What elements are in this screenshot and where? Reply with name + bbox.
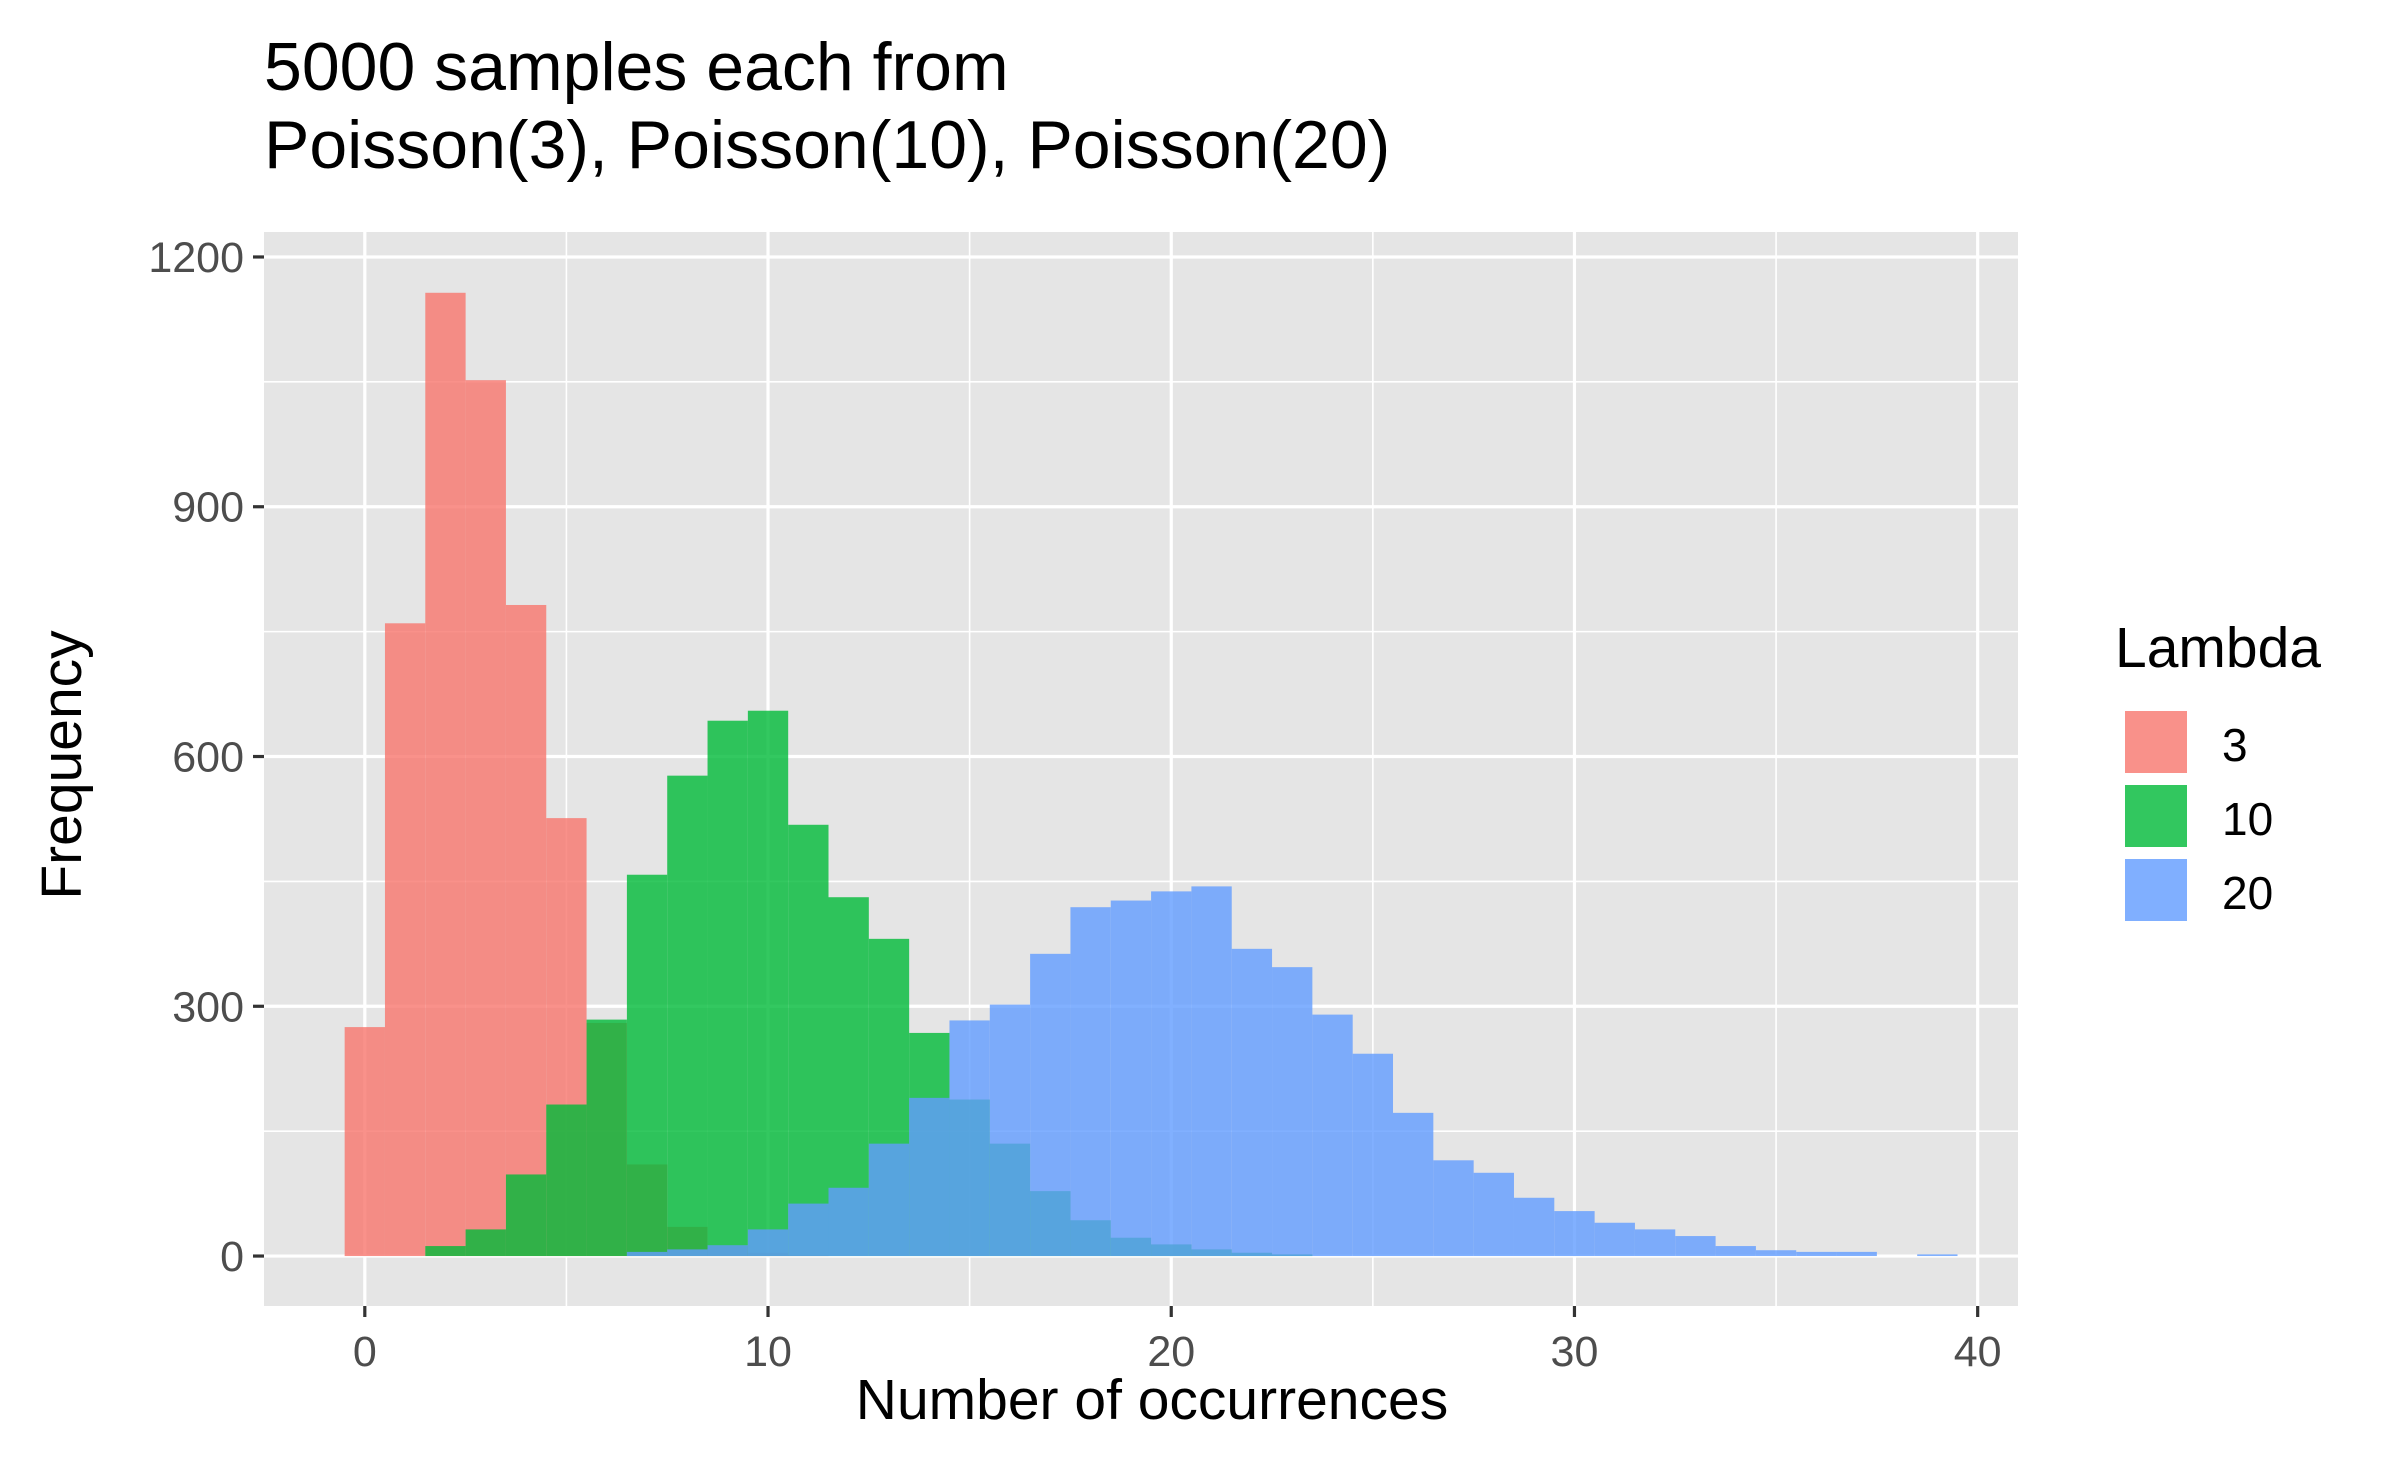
bar-lambda-20-x23 bbox=[1272, 967, 1313, 1257]
y-axis-label: Frequency bbox=[30, 630, 94, 900]
bar-lambda-20-x8 bbox=[667, 1249, 708, 1257]
bar-lambda-20-x9 bbox=[707, 1245, 748, 1257]
bar-lambda-10-x11 bbox=[788, 824, 829, 1257]
bar-lambda-10-x3 bbox=[465, 1229, 506, 1257]
bar-lambda-20-x22 bbox=[1231, 948, 1273, 1257]
bar-lambda-20-x17 bbox=[1030, 953, 1071, 1257]
y-tick-label-0: 0 bbox=[220, 1233, 244, 1281]
legend-key-lambda-20 bbox=[2122, 856, 2190, 924]
bar-lambda-20-x37 bbox=[1836, 1251, 1877, 1257]
bar-lambda-20-x10 bbox=[747, 1229, 789, 1257]
bar-lambda-10-x4 bbox=[505, 1174, 547, 1257]
bar-lambda-20-x30 bbox=[1554, 1211, 1595, 1257]
bar-lambda-20-x36 bbox=[1796, 1251, 1837, 1257]
x-tick-label-20: 20 bbox=[1147, 1328, 1195, 1376]
bar-lambda-10-x6 bbox=[586, 1019, 627, 1257]
x-axis-label: Number of occurrences bbox=[855, 1368, 1449, 1432]
x-tick-label-40: 40 bbox=[1954, 1328, 2002, 1376]
legend-title: Lambda bbox=[2115, 616, 2321, 680]
bar-lambda-3-x3 bbox=[465, 380, 506, 1257]
x-tick-label-0: 0 bbox=[353, 1328, 377, 1376]
bar-lambda-20-x32 bbox=[1634, 1229, 1676, 1257]
histogram-bars bbox=[344, 292, 1958, 1257]
legend-key-lambda-3 bbox=[2122, 708, 2190, 776]
bar-lambda-20-x19 bbox=[1110, 900, 1152, 1257]
bar-lambda-20-x24 bbox=[1312, 1014, 1353, 1257]
bar-lambda-3-x0 bbox=[344, 1027, 385, 1257]
x-tick-label-30: 30 bbox=[1551, 1328, 1599, 1376]
bar-lambda-20-x39 bbox=[1917, 1254, 1958, 1257]
y-tick-label-900: 900 bbox=[172, 484, 244, 532]
legend-key-lambda-10 bbox=[2122, 782, 2190, 850]
legend-label-lambda-20: 20 bbox=[2222, 867, 2274, 919]
bar-lambda-20-x20 bbox=[1151, 891, 1192, 1257]
bar-lambda-3-x2 bbox=[425, 292, 466, 1257]
bar-lambda-20-x33 bbox=[1675, 1236, 1716, 1257]
bar-lambda-20-x15 bbox=[949, 1020, 990, 1257]
chart-title: 5000 samples each from Poisson(3), Poiss… bbox=[264, 29, 1391, 183]
bar-lambda-20-x26 bbox=[1393, 1112, 1434, 1257]
legend-label-lambda-3: 3 bbox=[2222, 719, 2248, 771]
bar-lambda-20-x18 bbox=[1070, 907, 1111, 1257]
bar-lambda-20-x7 bbox=[626, 1251, 668, 1257]
bar-lambda-20-x14 bbox=[909, 1097, 950, 1257]
bar-lambda-20-x21 bbox=[1191, 886, 1232, 1257]
legend-label-lambda-10: 10 bbox=[2222, 793, 2274, 845]
bar-lambda-20-x27 bbox=[1433, 1160, 1474, 1257]
bar-lambda-20-x28 bbox=[1473, 1172, 1514, 1257]
bar-lambda-10-x8 bbox=[667, 775, 708, 1257]
bar-lambda-20-x13 bbox=[868, 1143, 910, 1257]
bar-lambda-20-x25 bbox=[1352, 1053, 1394, 1257]
bar-lambda-20-x34 bbox=[1715, 1246, 1756, 1257]
bar-lambda-10-x10 bbox=[747, 710, 789, 1257]
bar-lambda-3-x4 bbox=[505, 604, 547, 1257]
axis-ticks: 0 10 20 30 40 0 300 600 900 1200 bbox=[148, 234, 2001, 1376]
bar-lambda-20-x11 bbox=[788, 1203, 829, 1257]
bar-lambda-10-x2 bbox=[425, 1246, 466, 1257]
y-tick-label-600: 600 bbox=[172, 734, 244, 782]
bar-lambda-10-x9 bbox=[707, 720, 748, 1257]
bar-lambda-10-x5 bbox=[546, 1104, 587, 1257]
bar-lambda-20-x16 bbox=[989, 1004, 1031, 1257]
bar-lambda-3-x1 bbox=[384, 623, 426, 1257]
y-tick-label-1200: 1200 bbox=[148, 234, 244, 282]
bar-lambda-10-x7 bbox=[626, 874, 668, 1257]
bar-lambda-20-x12 bbox=[828, 1187, 869, 1257]
y-tick-label-300: 300 bbox=[172, 983, 244, 1031]
bar-lambda-20-x29 bbox=[1513, 1197, 1555, 1257]
bar-lambda-20-x31 bbox=[1594, 1222, 1635, 1257]
x-tick-label-10: 10 bbox=[744, 1328, 792, 1376]
bar-lambda-20-x35 bbox=[1755, 1250, 1797, 1257]
